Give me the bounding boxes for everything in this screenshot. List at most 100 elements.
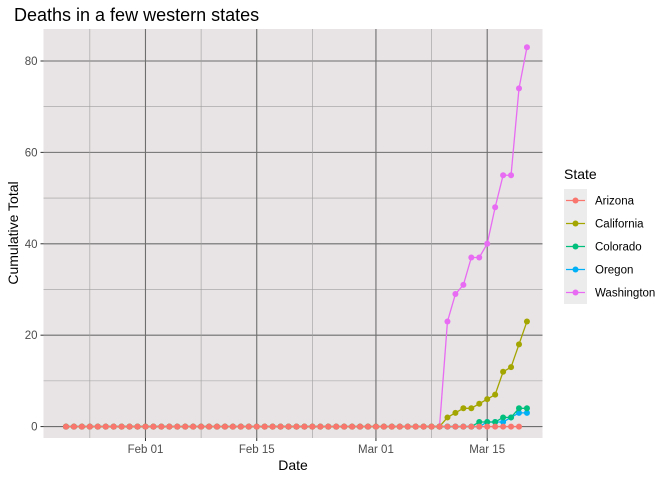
data-point bbox=[492, 423, 499, 430]
data-point bbox=[372, 423, 379, 430]
data-point bbox=[484, 396, 491, 403]
data-point bbox=[94, 423, 101, 430]
data-point bbox=[468, 405, 475, 412]
data-point bbox=[229, 423, 236, 430]
data-point bbox=[388, 423, 395, 430]
y-tick-label: 80 bbox=[25, 56, 38, 68]
data-point bbox=[190, 423, 197, 430]
series-layer bbox=[63, 44, 530, 430]
data-point bbox=[420, 423, 427, 430]
data-point bbox=[182, 423, 189, 430]
data-point bbox=[126, 423, 133, 430]
data-point bbox=[301, 423, 308, 430]
legend-key-point bbox=[572, 197, 579, 204]
data-point bbox=[349, 423, 356, 430]
data-point bbox=[396, 423, 403, 430]
legend-key-point bbox=[572, 289, 579, 296]
x-tick-label: Feb 01 bbox=[128, 444, 164, 456]
x-tick-label: Mar 15 bbox=[469, 444, 505, 456]
data-point bbox=[70, 423, 77, 430]
data-point bbox=[142, 423, 149, 430]
data-point bbox=[380, 423, 387, 430]
legend-label: Oregon bbox=[595, 265, 633, 277]
legend-item-colorado: Colorado bbox=[564, 235, 642, 258]
data-point bbox=[198, 423, 205, 430]
data-point bbox=[444, 423, 451, 430]
legend-key-point bbox=[572, 220, 579, 227]
data-point bbox=[476, 423, 483, 430]
data-point bbox=[452, 423, 459, 430]
y-tick-label: 20 bbox=[25, 330, 38, 342]
data-point bbox=[428, 423, 435, 430]
legend-label: Washington bbox=[595, 288, 655, 300]
data-point bbox=[492, 391, 499, 398]
x-tick-label: Feb 15 bbox=[239, 444, 275, 456]
data-point bbox=[523, 44, 530, 51]
data-point bbox=[110, 423, 117, 430]
data-point bbox=[214, 423, 220, 430]
data-point bbox=[341, 423, 348, 430]
legend-label: California bbox=[595, 219, 644, 231]
data-point bbox=[293, 423, 300, 430]
legend-title: State bbox=[564, 166, 597, 182]
data-point bbox=[492, 204, 499, 211]
data-point bbox=[484, 240, 491, 247]
data-point bbox=[460, 281, 467, 288]
data-point bbox=[523, 405, 530, 412]
data-point bbox=[460, 405, 467, 412]
y-tick-label: 60 bbox=[25, 147, 38, 159]
data-point bbox=[476, 400, 483, 407]
data-point bbox=[63, 423, 69, 430]
data-point bbox=[523, 318, 530, 325]
data-point bbox=[333, 423, 340, 430]
data-point bbox=[78, 423, 85, 430]
legend-item-arizona: Arizona bbox=[564, 189, 635, 212]
data-point bbox=[500, 172, 507, 179]
data-point bbox=[118, 423, 125, 430]
legend-item-oregon: Oregon bbox=[564, 258, 633, 281]
legend-label: Colorado bbox=[595, 242, 642, 254]
data-point bbox=[325, 423, 332, 430]
data-point bbox=[508, 414, 515, 421]
data-point bbox=[174, 423, 181, 430]
data-point bbox=[508, 172, 515, 179]
data-point bbox=[492, 419, 499, 426]
data-point bbox=[500, 368, 507, 375]
legend-key-point bbox=[572, 243, 579, 250]
data-point bbox=[500, 419, 507, 426]
grid-lines bbox=[43, 29, 543, 438]
data-point bbox=[150, 423, 157, 430]
legend-key-point bbox=[572, 266, 579, 273]
data-point bbox=[436, 423, 443, 430]
data-point bbox=[500, 423, 507, 430]
chart-title: Deaths in a few western states bbox=[14, 5, 259, 25]
data-point bbox=[452, 409, 459, 416]
data-point bbox=[269, 423, 276, 430]
data-point bbox=[500, 414, 507, 421]
data-point bbox=[245, 423, 252, 430]
data-point bbox=[102, 423, 109, 430]
legend-label: Arizona bbox=[595, 196, 635, 208]
data-point bbox=[404, 423, 411, 430]
data-point bbox=[134, 423, 141, 430]
data-point bbox=[237, 423, 244, 430]
data-point bbox=[444, 414, 451, 421]
y-tick-label: 40 bbox=[25, 239, 38, 251]
data-point bbox=[309, 423, 316, 430]
data-point bbox=[365, 423, 371, 430]
data-point bbox=[261, 423, 268, 430]
data-point bbox=[357, 423, 364, 430]
y-axis: 0 20 40 60 80 bbox=[25, 56, 44, 434]
data-point bbox=[484, 423, 491, 430]
data-point bbox=[452, 291, 459, 298]
data-point bbox=[508, 364, 515, 371]
data-point bbox=[468, 423, 475, 430]
x-axis-title: Date bbox=[278, 457, 308, 473]
data-point bbox=[484, 419, 491, 426]
x-axis: Feb 01 Feb 15 Mar 01 Mar 15 bbox=[128, 438, 505, 456]
data-point bbox=[516, 85, 522, 92]
data-point bbox=[86, 423, 93, 430]
y-tick-label: 0 bbox=[31, 422, 37, 434]
data-point bbox=[516, 341, 522, 348]
